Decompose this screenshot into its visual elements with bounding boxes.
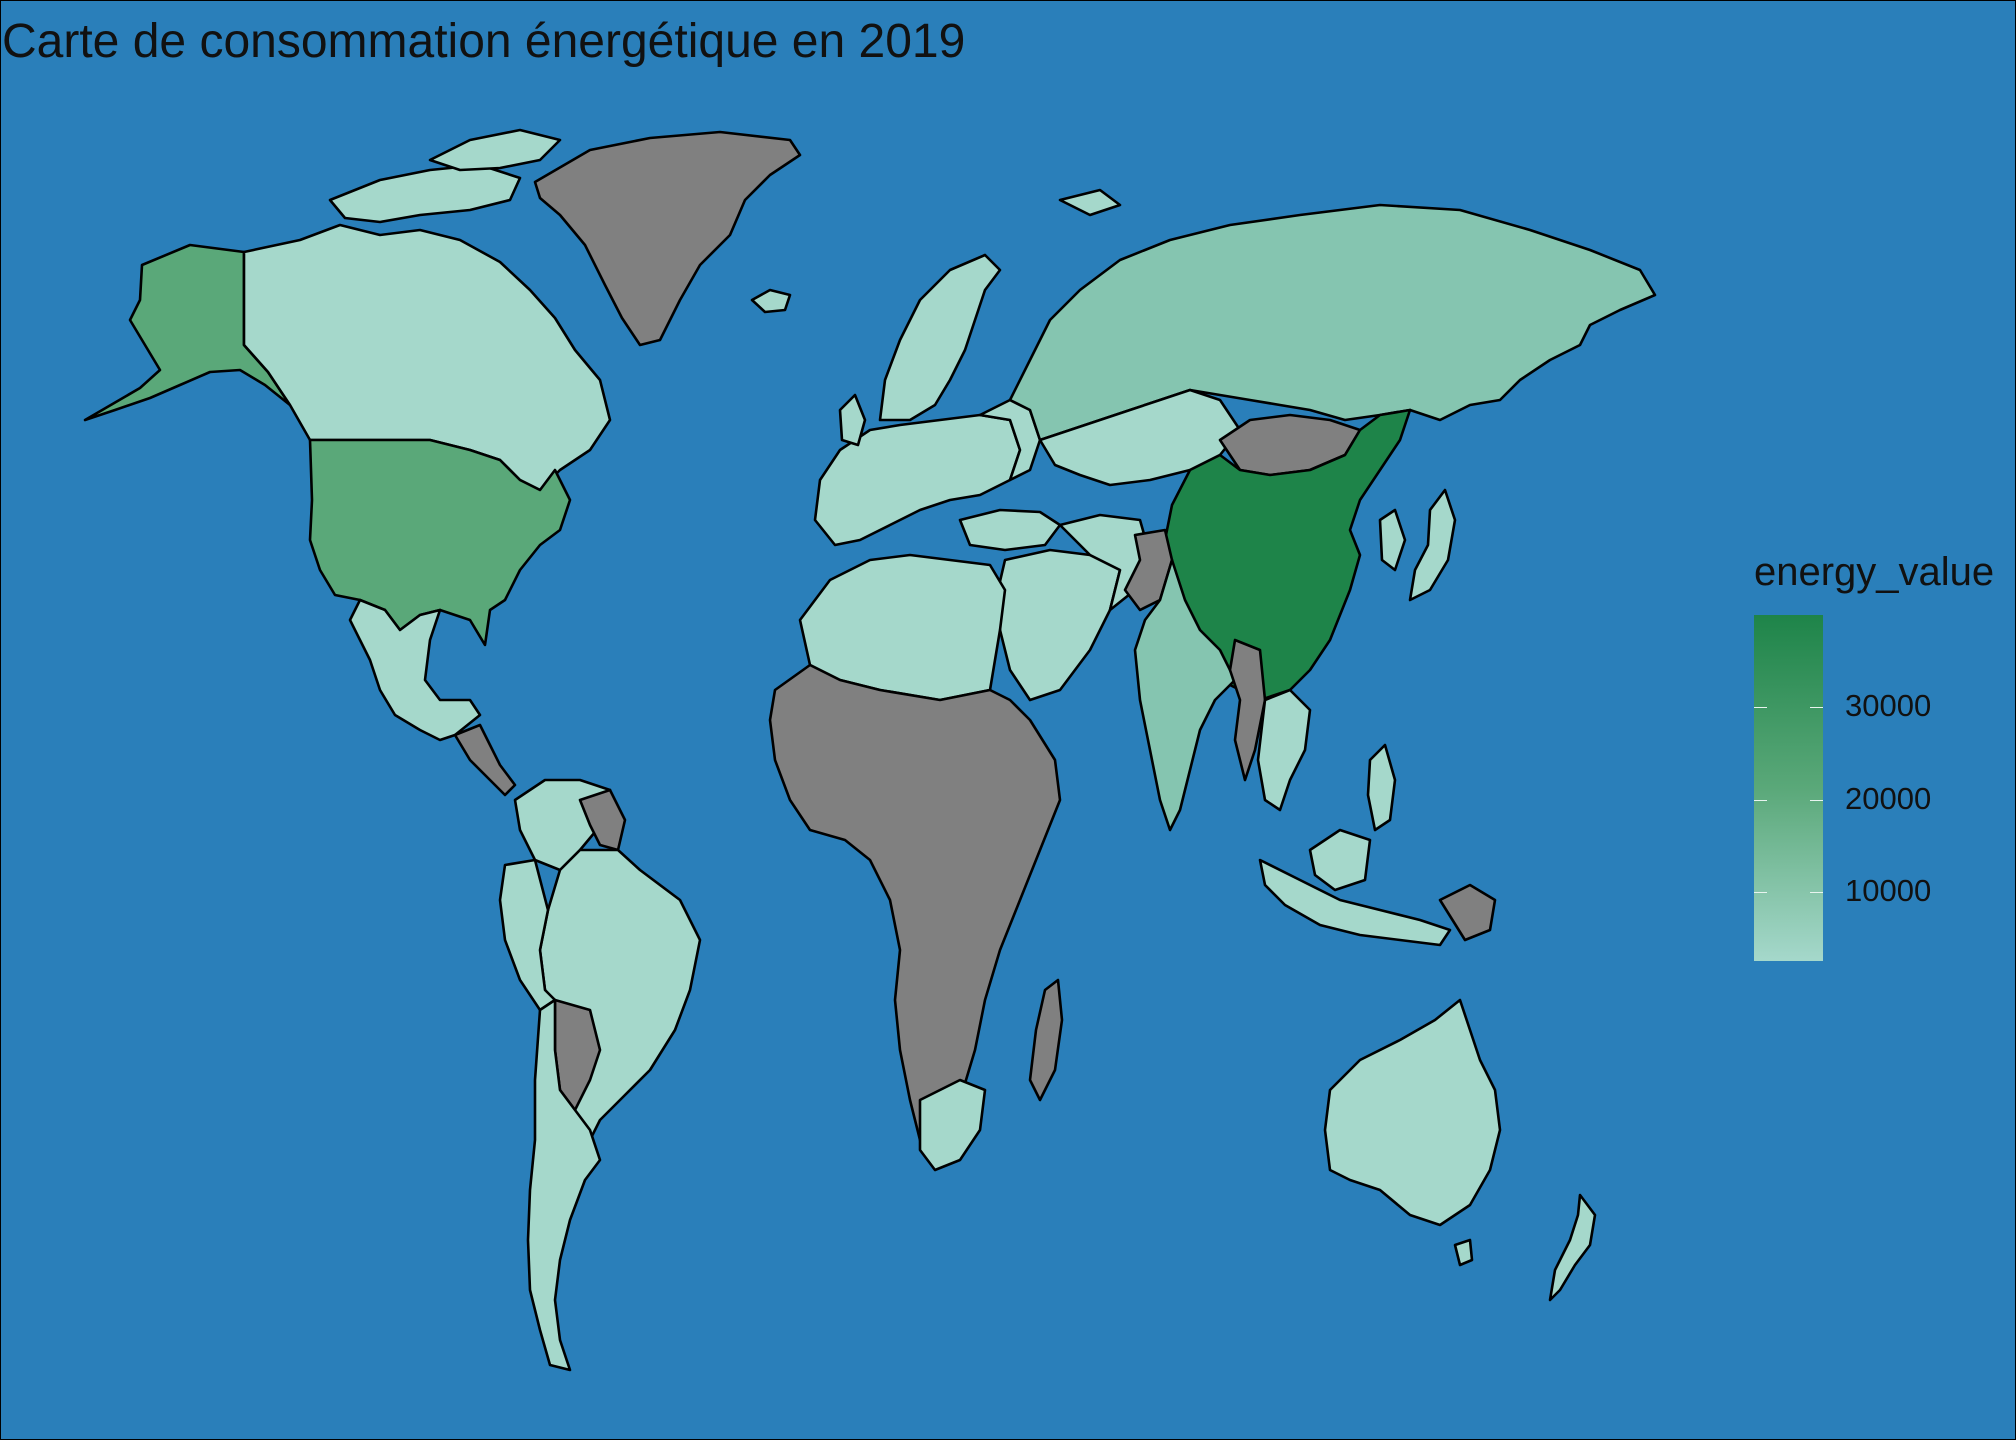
region-united-states	[308, 438, 572, 647]
region-africa	[768, 663, 1062, 1142]
legend-tick-label: 10000	[1845, 872, 1932, 908]
legend-tick-right	[1810, 891, 1823, 893]
region-greenland	[533, 130, 802, 347]
chart-title: Carte de consommation énergétique en 201…	[2, 15, 966, 68]
legend-tick-right	[1810, 707, 1823, 709]
legend-tick-left	[1754, 707, 1767, 709]
region-mexico	[348, 598, 482, 742]
region-canada	[242, 223, 612, 492]
legend-tick-label: 20000	[1845, 780, 1932, 816]
legend-tick-right	[1810, 799, 1823, 801]
region-united-kingdom	[838, 393, 867, 447]
region-central-america	[453, 723, 517, 797]
region-south-africa	[918, 1078, 987, 1172]
region-canada-islands	[328, 163, 522, 224]
region-india	[1133, 558, 1237, 832]
legend-tick-left	[1754, 891, 1767, 893]
region-afghanistan-pakistan	[1123, 528, 1174, 612]
legend-colorbar	[1754, 615, 1823, 961]
region-philippines	[1366, 743, 1397, 832]
region-japan	[1408, 488, 1457, 602]
region-papua	[1438, 883, 1497, 942]
region-borneo	[1308, 828, 1372, 892]
region-arctic-islands	[1058, 188, 1122, 217]
region-new-zealand	[1548, 1193, 1597, 1302]
legend-tick-label: 30000	[1845, 688, 1932, 724]
region-iceland	[750, 288, 792, 314]
region-tasmania	[1453, 1238, 1474, 1267]
region-madagascar	[1028, 978, 1064, 1102]
region-turkey	[958, 508, 1062, 552]
legend-title: energy_value	[1754, 550, 1995, 594]
region-middle-east	[996, 548, 1122, 702]
region-russia	[1008, 203, 1657, 442]
region-scandinavia	[878, 253, 1002, 422]
legend-tick-left	[1754, 799, 1767, 801]
region-indonesia	[1258, 858, 1452, 947]
region-argentina-chile	[526, 998, 602, 1372]
region-myanmar	[1228, 638, 1267, 782]
region-korea	[1378, 508, 1407, 572]
region-canada-islands-north	[428, 128, 562, 172]
region-australia	[1323, 998, 1502, 1227]
region-southeast-asia	[1256, 688, 1312, 812]
